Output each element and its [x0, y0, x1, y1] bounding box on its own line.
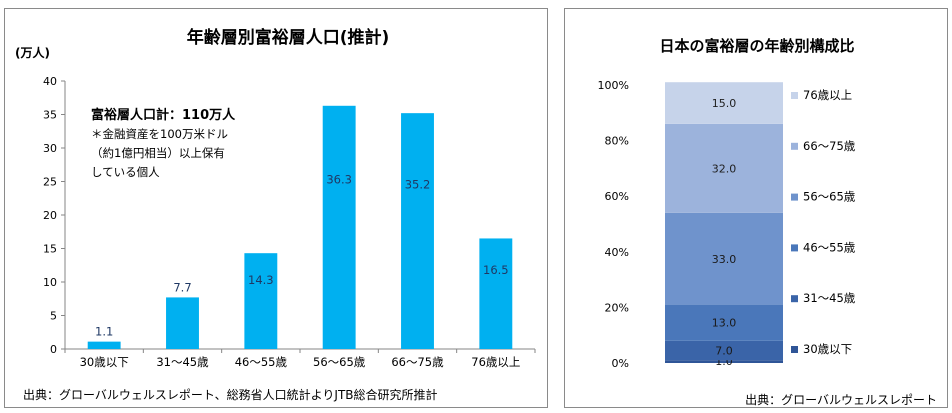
age-population-chart: 年齢層別富裕層人口(推計) (万人) 富裕層人口計：110万人 ＊金融資産を10…: [15, 27, 536, 402]
y-tick-label: 10: [43, 276, 57, 289]
legend-label: 30歳以下: [803, 342, 852, 356]
annotation-line-1: ＊金融資産を100万米ドル: [91, 127, 228, 141]
legend-label: 46～55歳: [803, 240, 856, 254]
data-label: 16.5: [483, 263, 509, 277]
y-tick-label: 100%: [598, 79, 629, 92]
segment-label: 13.0: [712, 317, 737, 330]
age-population-chart-panel: 年齢層別富裕層人口(推計) (万人) 富裕層人口計：110万人 ＊金融資産を10…: [4, 8, 548, 408]
bar: [87, 341, 121, 349]
source-note: 出典：グローバルウェルスレポート: [745, 393, 937, 407]
legend-label: 66～75歳: [803, 139, 856, 153]
legend-swatch: [791, 193, 798, 201]
bar: [166, 297, 199, 349]
y-tick-label: 0: [50, 343, 57, 356]
x-tick-label: 31～45歳: [156, 355, 209, 369]
stack-segment: [665, 304, 783, 341]
composition-chart: 日本の富裕層の年齢別構成比 出典：グローバルウェルスレポート 0% 20% 40% 6…: [598, 37, 937, 407]
stack-segment: [665, 123, 783, 213]
annotation-line-2: （約1億円相当）以上保有: [91, 146, 225, 160]
legend-swatch: [791, 346, 798, 353]
data-label: 14.3: [248, 273, 274, 287]
y-tick-label: 80%: [605, 135, 629, 148]
y-tick-label: 30: [43, 142, 57, 155]
data-label: 7.7: [173, 280, 191, 294]
y-unit-label: (万人): [15, 45, 50, 60]
legend-label: 76歳以上: [803, 88, 852, 102]
stack-segment: [665, 340, 783, 361]
annotation-line-3: している個人: [91, 165, 160, 179]
y-tick-label: 20: [43, 209, 57, 222]
data-label: 36.3: [326, 173, 352, 187]
stack-segment: [665, 82, 783, 124]
bar: [244, 253, 278, 349]
legend-swatch: [791, 92, 798, 99]
source-note: 出典：グローバルウェルスレポート、総務省人口統計よりJTB総合研究所推計: [23, 387, 438, 402]
stacked-plot-area: 0%20%40%60%80%100%1.07.013.033.032.015.0…: [598, 79, 856, 370]
y-tick-label: 20%: [605, 301, 629, 314]
y-tick-label: 40: [43, 75, 57, 88]
composition-chart-panel: 日本の富裕層の年齢別構成比 出典：グローバルウェルスレポート 0% 20% 40% 6…: [564, 8, 948, 408]
y-tick-label: 25: [43, 176, 57, 189]
segment-label: 7.0: [715, 344, 733, 357]
y-tick-label: 60%: [605, 190, 629, 203]
annotation-heading: 富裕層人口計：110万人: [91, 107, 236, 123]
legend-label: 56～65歳: [803, 190, 856, 204]
y-tick-label: 15: [43, 243, 57, 256]
bar: [401, 113, 434, 349]
stack-segment: [665, 360, 783, 363]
chart-title: 年齢層別富裕層人口(推計): [187, 27, 390, 48]
segment-label: 15.0: [712, 97, 737, 110]
x-tick-label: 30歳以下: [80, 355, 129, 369]
bar-plot-area: 0 5 10 15 20 25 30 35 40 1.1 30歳以下 7.7 31～45歳 14.3 46～…: [43, 75, 536, 369]
bar: [479, 238, 513, 349]
y-tick-label: 40%: [605, 246, 629, 259]
y-tick-label: 0%: [612, 357, 629, 370]
x-tick-label: 56～65歳: [313, 355, 366, 369]
y-tick-label: 5: [50, 310, 57, 323]
y-tick-label: 35: [43, 109, 57, 122]
legend-swatch: [791, 142, 798, 150]
data-label: 35.2: [405, 178, 431, 192]
legend-swatch: [791, 244, 798, 252]
stack-segment: [665, 212, 783, 305]
x-tick-label: 66～75歳: [391, 355, 444, 369]
segment-label: 33.0: [712, 253, 737, 266]
data-label: 1.1: [95, 325, 113, 339]
bar: [322, 105, 356, 349]
x-tick-label: 76歳以上: [471, 355, 520, 369]
chart-title: 日本の富裕層の年齢別構成比: [659, 37, 854, 55]
legend-swatch: [791, 295, 798, 303]
legend-label: 31～45歳: [803, 291, 856, 305]
x-tick-label: 46～55歳: [235, 355, 288, 369]
segment-label: 32.0: [712, 162, 737, 175]
